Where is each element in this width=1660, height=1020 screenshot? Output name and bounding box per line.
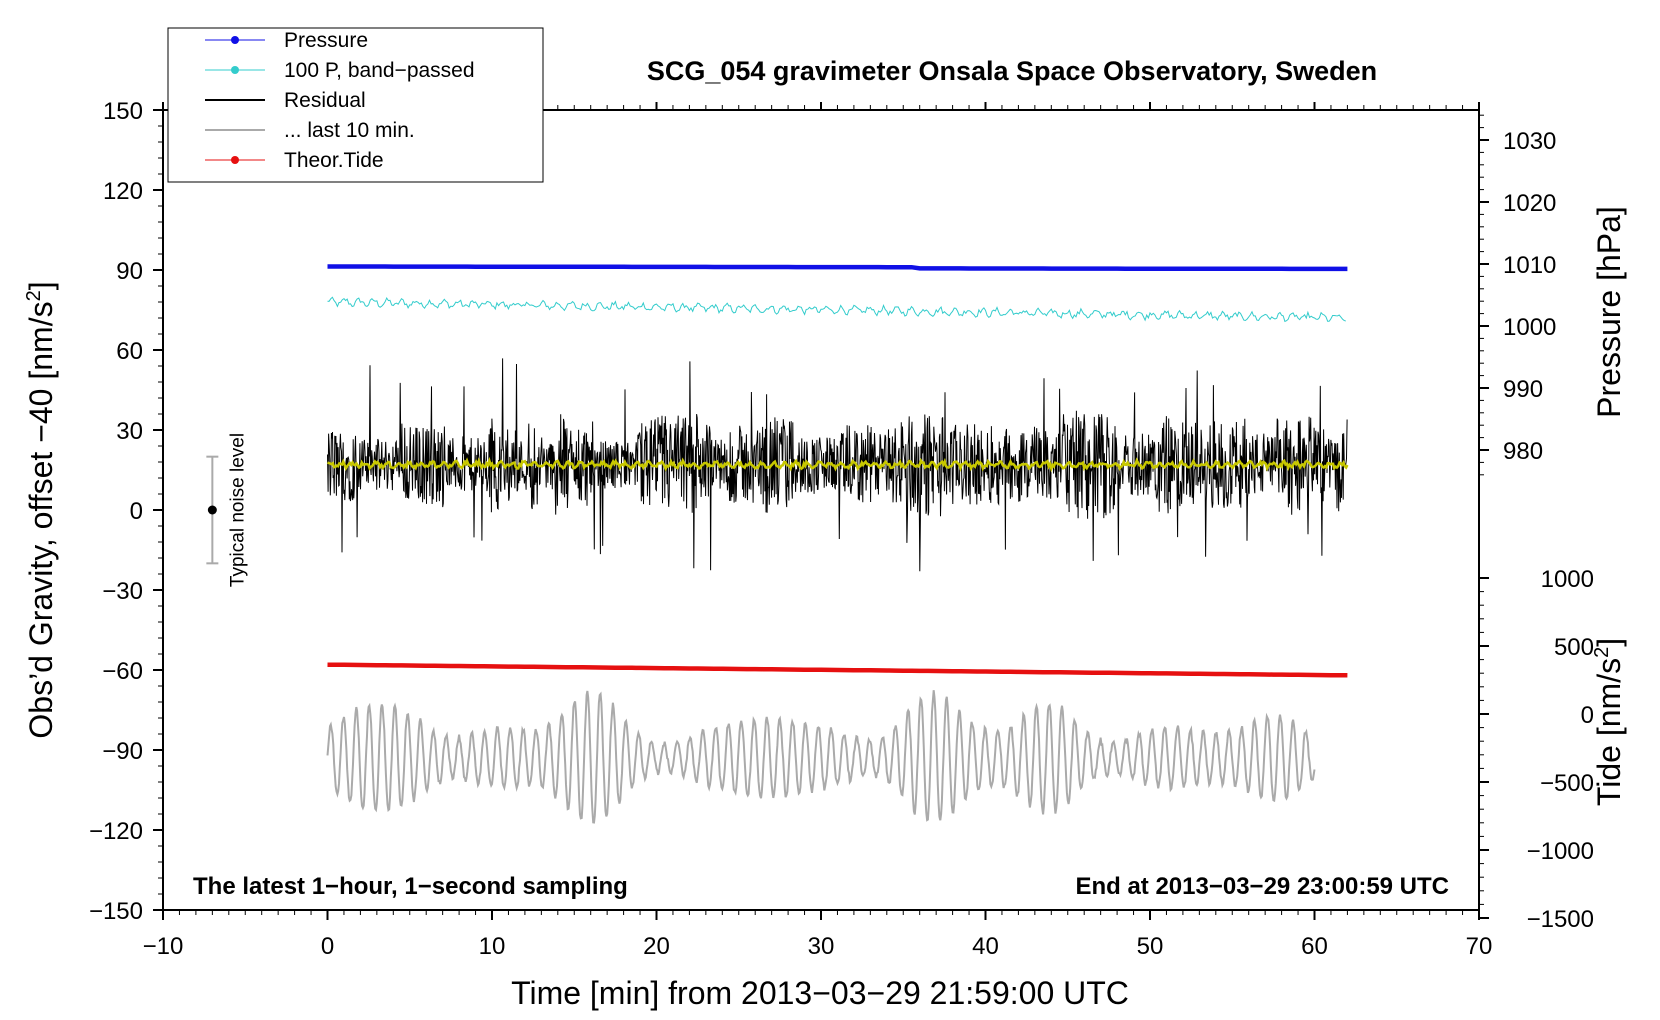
annotation-end-time: End at 2013−03−29 23:00:59 UTC	[1075, 873, 1449, 900]
legend-label: Theor.Tide	[284, 149, 384, 172]
y-tick-label: −90	[102, 738, 143, 765]
tide-axis-title-text: Tide [nm/s	[1591, 658, 1627, 806]
y-tick-label: 30	[116, 418, 143, 445]
x-tick-label: 50	[1137, 933, 1164, 960]
minor-ticks	[158, 105, 1484, 919]
x-tick-label: 40	[972, 933, 999, 960]
y-tick-label: −150	[89, 898, 143, 925]
y-tick-label: −30	[102, 578, 143, 605]
y-axis-title-close: ]	[23, 281, 59, 290]
pressure-tick-label: 1020	[1503, 190, 1556, 217]
y-tick-label: 150	[103, 98, 143, 125]
last-10-min-line	[326, 690, 1316, 824]
tide-tick-label: 1000	[1541, 566, 1594, 593]
legend-label: ... last 10 min.	[284, 119, 415, 142]
x-tick-label: 60	[1301, 933, 1328, 960]
pressure-tick-label: 1030	[1503, 128, 1556, 155]
noise-bar-center-dot	[207, 505, 217, 515]
x-tick-label: 30	[808, 933, 835, 960]
legend: Pressure 100 P, band−passed Residual ... la…	[167, 27, 544, 183]
y-tick-label: −120	[89, 818, 143, 845]
y-axis-title-text: Obs’d Gravity, offset −40 [nm/s	[23, 301, 59, 738]
x-axis: −10 0 10 20 30 40 50 60 70	[143, 102, 1493, 960]
pressure-tick-label: 1000	[1503, 314, 1556, 341]
legend-label: Residual	[284, 89, 366, 112]
tide-tick-label: 500	[1554, 634, 1594, 661]
legend-box	[167, 27, 544, 183]
tide-tick-label: −500	[1540, 770, 1594, 797]
x-tick-label: 10	[479, 933, 506, 960]
noise-level-indicator: Typical noise level	[206, 433, 248, 587]
x-tick-label: 70	[1466, 933, 1493, 960]
band-passed-pressure-line	[327, 296, 1346, 323]
tide-tick-label: 0	[1581, 702, 1594, 729]
x-tick-label: 20	[643, 933, 670, 960]
residual-line	[327, 358, 1348, 572]
theoretical-tide-line	[327, 662, 1348, 678]
tide-tick-label: −1000	[1527, 838, 1594, 865]
tide-tick-label: −1500	[1527, 906, 1594, 933]
y-tick-label: 120	[103, 178, 143, 205]
tide-axis-title-close: ]	[1591, 638, 1627, 647]
annotation-sampling: The latest 1−hour, 1−second sampling	[193, 873, 628, 900]
residual-smoothed-line	[327, 456, 1349, 473]
x-axis-title: Time [min] from 2013−03−29 21:59:00 UTC	[511, 975, 1129, 1011]
pressure-tick-label: 990	[1503, 376, 1543, 403]
pressure-tick-label: 1010	[1503, 252, 1556, 279]
y-axis-left: 150 120 90 60 30 0 −30 −60 −90 −120 −150	[89, 98, 163, 925]
y-tick-label: −60	[102, 658, 143, 685]
x-tick-label: 0	[321, 933, 334, 960]
legend-label: 100 P, band−passed	[284, 59, 475, 82]
pressure-axis-title: Pressure [hPa]	[1591, 206, 1627, 418]
legend-label: Pressure	[284, 29, 368, 52]
pressure-series-line	[327, 264, 1348, 272]
pressure-tick-label: 980	[1503, 438, 1543, 465]
x-tick-label: −10	[143, 933, 184, 960]
y-axis-title-superscript: 2	[23, 290, 45, 301]
y-axis-tide: 1000 500 0 −500 −1000 −1500	[1479, 566, 1594, 933]
y-tick-label: 60	[116, 338, 143, 365]
legend-swatch-marker	[231, 36, 239, 44]
tide-axis-title: Tide [nm/s2]	[1591, 638, 1627, 806]
noise-level-label: Typical noise level	[227, 433, 248, 587]
y-axis-title: Obs’d Gravity, offset −40 [nm/s2]	[23, 281, 59, 738]
y-tick-label: 90	[116, 258, 143, 285]
chart-title: SCG_054 gravimeter Onsala Space Observat…	[647, 56, 1377, 86]
legend-swatch-marker	[231, 156, 239, 164]
tide-axis-title-superscript: 2	[1591, 647, 1613, 658]
y-axis-pressure: 1030 1020 1010 1000 990 980	[1479, 128, 1556, 465]
series-layer	[326, 264, 1349, 824]
legend-swatch-marker	[231, 66, 239, 74]
y-tick-label: 0	[130, 498, 143, 525]
